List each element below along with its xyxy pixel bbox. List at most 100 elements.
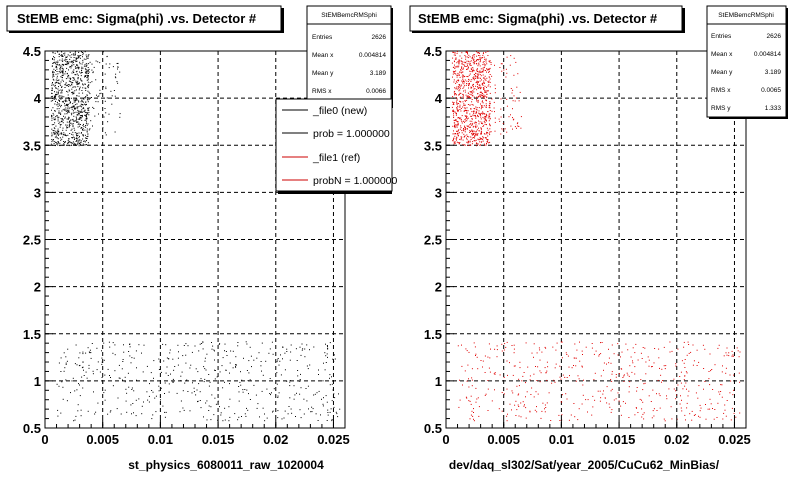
scatter-point [478,107,480,109]
scatter-point [484,65,486,67]
scatter-point [537,366,539,368]
scatter-point [477,99,479,101]
scatter-point [194,345,196,347]
scatter-point [615,374,617,375]
scatter-point [513,365,515,367]
scatter-point [51,134,53,136]
right-stats-value: 1.333 [765,105,782,112]
right-stats-label: RMS y [711,105,731,112]
scatter-point [154,397,156,399]
scatter-point [468,67,469,69]
scatter-point [101,361,103,363]
scatter-point [83,123,84,125]
scatter-point [65,82,67,84]
scatter-point [513,352,515,354]
scatter-point [73,112,75,114]
scatter-point [677,348,679,350]
scatter-point [87,75,89,76]
scatter-point [209,381,211,383]
scatter-point [76,117,77,119]
scatter-point [76,73,78,75]
scatter-point [458,73,460,75]
scatter-point [119,377,121,379]
scatter-point [56,91,58,93]
scatter-point [456,139,457,141]
scatter-point [55,95,57,97]
scatter-point [326,353,328,355]
scatter-point [72,131,74,133]
scatter-point [99,93,101,95]
scatter-point [119,116,121,118]
scatter-point [76,132,78,134]
scatter-point [730,419,732,421]
scatter-point [568,366,570,368]
scatter-point [482,53,484,55]
scatter-point [261,342,263,344]
scatter-point [84,51,86,53]
scatter-point [92,125,93,127]
scatter-point [190,364,192,366]
scatter-point [695,392,697,394]
scatter-point [494,389,495,391]
scatter-point [648,365,650,367]
scatter-point [85,68,87,70]
scatter-point [658,393,660,395]
scatter-point [77,404,79,406]
scatter-point [681,360,683,362]
scatter-point [67,77,69,79]
scatter-point [473,122,475,124]
scatter-point [725,372,727,374]
scatter-point [290,344,292,346]
scatter-point [501,343,503,345]
right-stats-label: RMS x [711,87,731,94]
scatter-point [489,92,491,94]
scatter-point [248,372,250,374]
scatter-point [61,51,63,53]
scatter-point [566,398,568,400]
scatter-point [60,95,62,97]
scatter-point [82,52,84,54]
scatter-point [210,406,212,408]
scatter-point [57,118,59,120]
scatter-point [272,410,274,412]
scatter-point [80,79,82,81]
scatter-point [480,127,482,129]
scatter-point [476,107,478,109]
scatter-point [200,378,202,380]
scatter-point [54,136,56,138]
scatter-point [466,128,468,130]
scatter-point [288,406,290,407]
scatter-point [67,97,69,99]
scatter-point [87,87,89,89]
scatter-point [482,360,484,362]
scatter-point [520,402,522,404]
scatter-point [480,68,482,70]
scatter-point [277,410,279,412]
scatter-point [635,407,637,409]
scatter-point [478,139,480,141]
scatter-point [475,82,477,84]
scatter-point [82,108,84,110]
scatter-point [479,88,481,90]
scatter-point [325,395,327,397]
scatter-point [72,123,74,125]
scatter-point [676,394,677,396]
scatter-point [489,110,491,111]
scatter-point [488,113,490,115]
scatter-point [61,87,63,88]
scatter-point [179,380,181,382]
scatter-point [85,104,87,106]
scatter-point [75,74,77,76]
scatter-point [88,68,90,70]
scatter-point [98,113,99,115]
scatter-point [484,372,486,373]
scatter-point [338,393,339,395]
scatter-point [80,117,82,119]
scatter-point [732,394,734,396]
scatter-point [106,97,108,99]
scatter-point [575,365,577,367]
scatter-point [486,141,488,143]
scatter-point [487,51,489,52]
scatter-point [615,398,617,400]
scatter-point [651,366,653,367]
